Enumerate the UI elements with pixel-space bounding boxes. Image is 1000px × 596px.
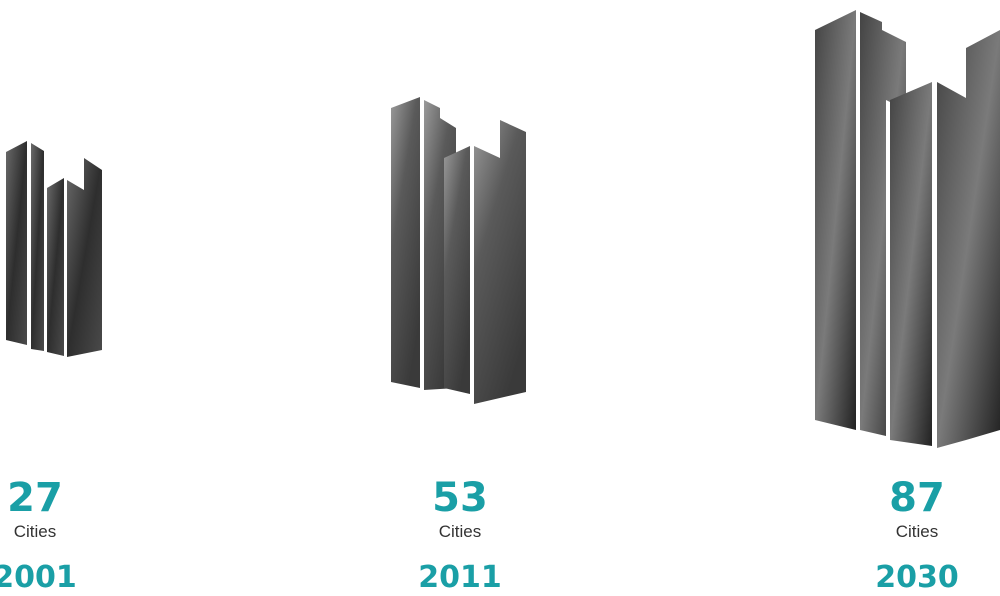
building-2030 [815, 10, 1000, 448]
count: 53 [360, 474, 560, 522]
year: 2030 [817, 560, 1000, 596]
year: 2001 [0, 560, 135, 596]
unit: Cities [0, 520, 135, 544]
unit: Cities [817, 520, 1000, 544]
unit: Cities [360, 520, 560, 544]
building-2001 [6, 141, 102, 357]
count: 27 [0, 474, 135, 522]
page: 27 Cities 2001 53 Cities 2011 87 Cities … [0, 0, 1000, 595]
year: 2011 [360, 560, 560, 596]
building-2011 [391, 97, 526, 404]
count: 87 [817, 474, 1000, 522]
